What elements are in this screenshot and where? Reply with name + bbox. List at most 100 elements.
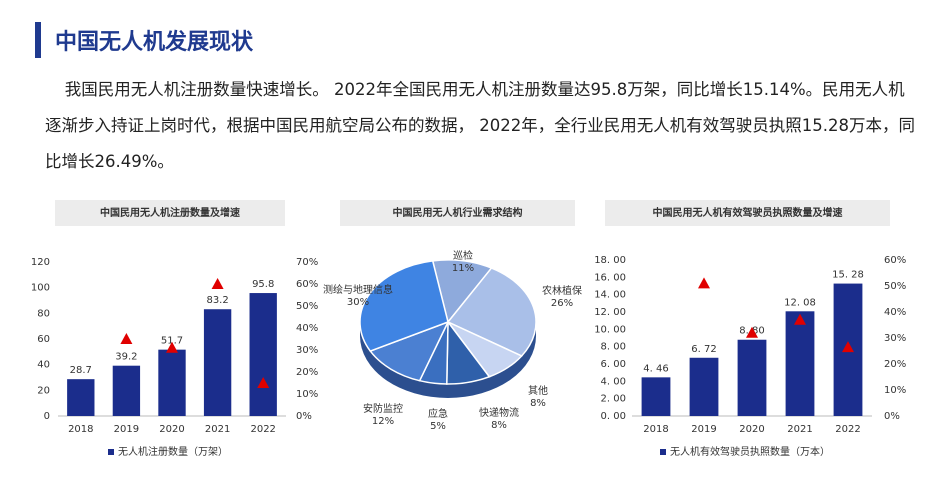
slice-label: 安防监控 bbox=[363, 402, 403, 415]
x-tick-label: 2018 bbox=[68, 424, 93, 435]
x-tick-label: 2021 bbox=[205, 424, 230, 435]
y2-tick-label: 10% bbox=[884, 385, 906, 396]
growth-marker bbox=[698, 277, 710, 289]
growth-marker bbox=[166, 341, 178, 353]
growth-marker bbox=[842, 341, 854, 353]
bar bbox=[249, 293, 277, 416]
y2-tick-label: 20% bbox=[884, 359, 906, 370]
value-label: 12. 08 bbox=[784, 297, 816, 308]
value-label: 15. 28 bbox=[832, 270, 864, 281]
slice-label: 应急 bbox=[428, 407, 448, 420]
y2-tick-label: 10% bbox=[296, 389, 318, 400]
y2-tick-label: 0% bbox=[884, 411, 900, 422]
slice-label: 快递物流 bbox=[479, 406, 519, 419]
value-label: 4. 46 bbox=[643, 363, 668, 374]
slice-value-label: 5% bbox=[430, 421, 446, 432]
chart-title: 中国民用无人机注册数量及增速 bbox=[100, 206, 240, 219]
y-tick-label: 0 bbox=[44, 411, 50, 422]
y-tick-label: 4. 00 bbox=[601, 376, 626, 387]
y-tick-label: 40 bbox=[37, 360, 50, 371]
slice-value-label: 30% bbox=[347, 297, 369, 308]
legend-swatch bbox=[660, 449, 666, 455]
slice-label: 农林植保 bbox=[542, 284, 582, 297]
growth-marker bbox=[257, 377, 270, 388]
slice-value-label: 8% bbox=[491, 420, 507, 431]
y2-tick-label: 60% bbox=[296, 279, 318, 290]
y-tick-label: 0. 00 bbox=[601, 411, 626, 422]
x-tick-label: 2022 bbox=[250, 424, 275, 435]
y-tick-label: 20 bbox=[37, 385, 50, 396]
chart-title-box bbox=[55, 200, 285, 226]
y2-tick-label: 40% bbox=[884, 307, 906, 318]
y-tick-label: 120 bbox=[31, 257, 50, 268]
y-tick-label: 18. 00 bbox=[594, 255, 626, 266]
y-tick-label: 12. 00 bbox=[594, 307, 626, 318]
slice-value-label: 11% bbox=[452, 263, 474, 274]
y2-tick-label: 20% bbox=[296, 367, 318, 378]
bar bbox=[737, 339, 767, 416]
chart-title-box bbox=[605, 200, 890, 226]
y2-tick-label: 50% bbox=[884, 281, 906, 292]
pie-slice bbox=[369, 320, 450, 382]
y-tick-label: 80 bbox=[37, 308, 50, 319]
slice-label: 其他 bbox=[528, 384, 548, 397]
y2-tick-label: 60% bbox=[884, 255, 906, 266]
growth-marker bbox=[794, 313, 806, 325]
slice-label: 测绘与地理信息 bbox=[323, 283, 393, 296]
x-tick-label: 2020 bbox=[739, 424, 764, 435]
y2-tick-label: 40% bbox=[296, 323, 318, 334]
x-tick-label: 2018 bbox=[643, 424, 668, 435]
y2-tick-label: 70% bbox=[296, 257, 318, 268]
slice-value-label: 12% bbox=[372, 416, 394, 427]
x-tick-label: 2021 bbox=[787, 424, 812, 435]
title-accent bbox=[35, 22, 41, 58]
y2-tick-label: 30% bbox=[884, 333, 906, 344]
pie-slice bbox=[359, 260, 449, 353]
y2-tick-label: 30% bbox=[296, 345, 318, 356]
bar bbox=[641, 377, 671, 416]
y-tick-label: 60 bbox=[37, 334, 50, 345]
legend-label: 无人机有效驾驶员执照数量（万本） bbox=[670, 445, 830, 458]
y-tick-label: 10. 00 bbox=[594, 324, 626, 335]
paragraph: 我国民用无人机注册数量快速增长。 2022年全国民用无人机注册数量达95.8万架… bbox=[45, 80, 915, 171]
y-tick-label: 6. 00 bbox=[601, 359, 626, 370]
x-tick-label: 2020 bbox=[159, 424, 184, 435]
chart-title-box bbox=[340, 200, 575, 226]
chart-title: 中国民用无人机有效驾驶员执照数量及增速 bbox=[653, 206, 843, 219]
x-tick-label: 2022 bbox=[835, 424, 860, 435]
slice-value-label: 8% bbox=[530, 398, 546, 409]
legend-swatch bbox=[108, 449, 114, 455]
value-label: 6. 72 bbox=[691, 344, 716, 355]
bar bbox=[158, 349, 186, 416]
bar bbox=[67, 379, 95, 416]
bar bbox=[785, 311, 815, 416]
growth-marker bbox=[746, 326, 758, 338]
chart-title: 中国民用无人机行业需求结构 bbox=[393, 206, 523, 219]
y-tick-label: 16. 00 bbox=[594, 272, 626, 283]
growth-marker bbox=[120, 333, 133, 344]
y-tick-label: 14. 00 bbox=[594, 290, 626, 301]
legend-label: 无人机注册数量（万架） bbox=[118, 445, 228, 458]
y2-tick-label: 0% bbox=[296, 411, 312, 422]
bar bbox=[112, 365, 141, 416]
value-label: 83.2 bbox=[206, 295, 228, 306]
y2-tick-label: 50% bbox=[296, 301, 318, 312]
page-title: 中国无人机发展现状 bbox=[55, 30, 254, 55]
x-tick-label: 2019 bbox=[691, 424, 716, 435]
value-label: 39.2 bbox=[115, 352, 137, 363]
y-tick-label: 100 bbox=[31, 283, 50, 294]
slice-value-label: 26% bbox=[551, 298, 573, 309]
growth-marker bbox=[211, 278, 224, 289]
bar bbox=[689, 357, 719, 416]
value-label: 28.7 bbox=[70, 365, 92, 376]
bar bbox=[203, 309, 232, 416]
slice-label: 巡检 bbox=[453, 249, 473, 262]
value-label: 51.7 bbox=[161, 336, 183, 347]
value-label: 95.8 bbox=[252, 279, 274, 290]
x-tick-label: 2019 bbox=[114, 424, 139, 435]
pie-slice bbox=[446, 267, 537, 357]
y-tick-label: 2. 00 bbox=[601, 394, 626, 405]
y-tick-label: 8. 00 bbox=[601, 342, 626, 353]
